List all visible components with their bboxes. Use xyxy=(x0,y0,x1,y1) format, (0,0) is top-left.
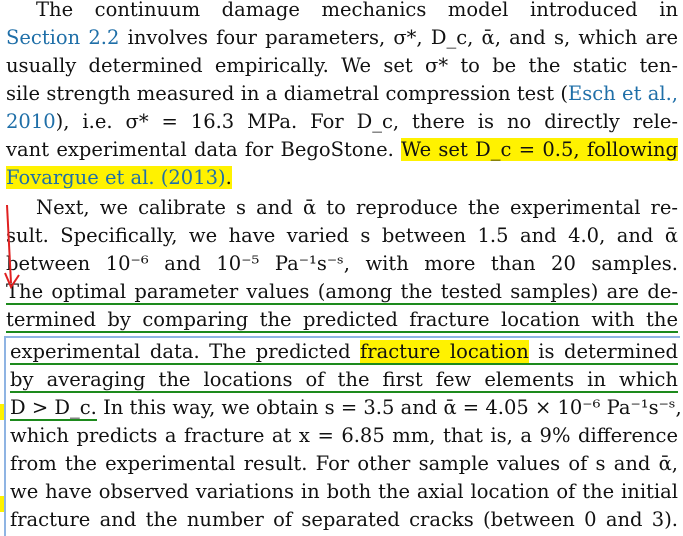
p2-line-12: fracture and the number of separated cra… xyxy=(10,508,678,531)
p1-line-2: Section 2.2 involves four parameters, σ*… xyxy=(6,26,678,49)
underline-optimal: The optimal parameter values (among the … xyxy=(6,280,678,305)
p1-line-5: 2010), i.e. σ* = 16.3 MPa. For D_c, ther… xyxy=(6,110,678,133)
edge-highlight-fragment-2 xyxy=(0,496,4,512)
p2-line-7: by averaging the locations of the first … xyxy=(10,366,678,394)
text-selection-box[interactable]: experimental data. The predicted fractur… xyxy=(4,336,682,536)
p2-line-11: we have observed variations in both the … xyxy=(10,480,678,503)
p2-line-3: between 10⁻⁶ and 10⁻⁵ Pa⁻¹s⁻ˢ, with more… xyxy=(6,252,678,275)
citation-link-esch-year[interactable]: 2010 xyxy=(6,110,56,133)
highlight-set-dc: We set D_c = 0.5, following xyxy=(401,138,678,161)
underline-condition: D > D_c. xyxy=(10,396,97,421)
underline-determined: termined by comparing the predicted frac… xyxy=(6,308,678,333)
p1-line-7: Fovargue et al. (2013). xyxy=(6,164,678,192)
highlight-citation: Fovargue et al. (2013). xyxy=(6,166,232,189)
p2-line-6: experimental data. The predicted fractur… xyxy=(10,340,678,365)
citation-link-esch[interactable]: Esch et al., xyxy=(567,82,678,105)
p2-line-4: The optimal parameter values (among the … xyxy=(6,278,678,306)
p2-line-8: D > D_c. In this way, we obtain s = 3.5 … xyxy=(10,396,682,421)
p1-line-1: The continuum damage mechanics model int… xyxy=(36,0,678,21)
p2-line-2: sult. Specifically, we have varied s bet… xyxy=(6,224,678,247)
p1-line-6: vant experimental data for BegoStone. We… xyxy=(6,138,678,161)
citation-link-section[interactable]: Section 2.2 xyxy=(6,26,120,49)
p1-line-3: usually determined empirically. We set σ… xyxy=(6,54,678,77)
p2-line-1: Next, we calibrate s and ᾱ to reproduce … xyxy=(36,196,678,219)
highlight-fracture-location: fracture location xyxy=(360,340,529,365)
underline-averaging: by averaging the locations of the first … xyxy=(10,368,678,393)
p2-line-10: from the experimental result. For other … xyxy=(10,452,678,475)
red-annotation-arrow-icon xyxy=(4,204,20,290)
p2-line-9: which predicts a fracture at x = 6.85 mm… xyxy=(10,424,678,447)
p1-line-4: sile strength measured in a diametral co… xyxy=(6,82,678,105)
edge-highlight-fragment xyxy=(0,404,4,420)
p2-line-5: termined by comparing the predicted frac… xyxy=(6,306,678,334)
citation-link-fovargue[interactable]: Fovargue et al. (2013) xyxy=(6,166,226,189)
